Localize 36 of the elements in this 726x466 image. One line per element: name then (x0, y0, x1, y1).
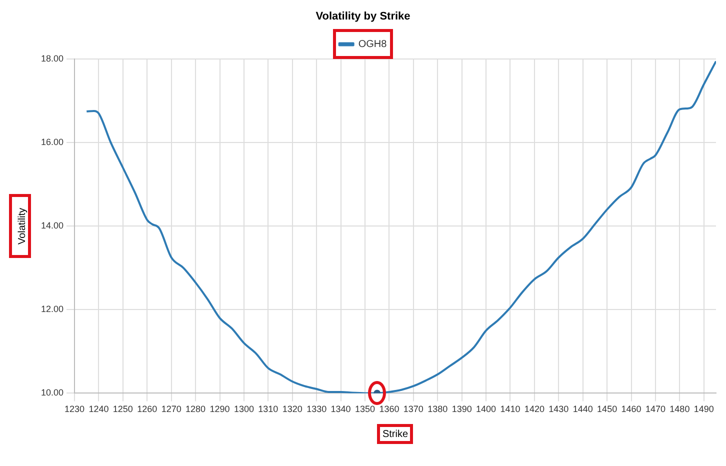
x-tick-label: 1320 (282, 404, 302, 414)
y-axis-title: Volatility (16, 208, 28, 245)
x-axis-title: Strike (382, 428, 408, 440)
x-tick-label: 1400 (476, 404, 496, 414)
x-tick-label: 1390 (452, 404, 472, 414)
y-tick-label: 14.00 (40, 220, 64, 231)
y-tick-label: 12.00 (40, 304, 64, 314)
x-tick-label: 1380 (428, 404, 448, 414)
x-tick-label: 1420 (524, 404, 544, 414)
x-tick-label: 1240 (88, 404, 109, 414)
x-tick-label: 1330 (306, 404, 327, 414)
x-tick-label: 1450 (597, 404, 618, 414)
x-tick-label: 1360 (379, 404, 400, 414)
x-tick-label: 1350 (354, 404, 376, 414)
legend-label: OGH8 (358, 38, 388, 50)
x-tick-label: 1310 (258, 404, 278, 414)
x-tick-label: 1260 (137, 404, 158, 414)
y-tick-label: 10.00 (40, 388, 64, 398)
y-tick-label: 16.00 (40, 137, 64, 148)
x-tick-label: 1370 (403, 404, 424, 414)
x-tick-label: 1230 (64, 404, 85, 414)
x-tick-label: 1480 (670, 404, 690, 414)
chart-title: Volatility by Strike (316, 10, 410, 23)
x-tick-label: 1470 (645, 404, 666, 414)
x-tick-label: 1490 (694, 404, 714, 414)
x-tick-label: 1290 (210, 404, 230, 414)
x-tick-label: 1250 (112, 404, 133, 414)
x-tick-label: 1430 (548, 404, 569, 414)
x-tick-label: 1410 (500, 404, 520, 414)
x-tick-label: 1340 (330, 404, 351, 414)
x-tick-label: 1280 (186, 404, 206, 414)
y-tick-label: 18.00 (40, 54, 64, 64)
x-tick-label: 1270 (161, 404, 182, 414)
x-tick-label: 1300 (234, 404, 254, 414)
x-tick-label: 1440 (572, 404, 593, 414)
x-tick-label: 1460 (621, 404, 642, 414)
